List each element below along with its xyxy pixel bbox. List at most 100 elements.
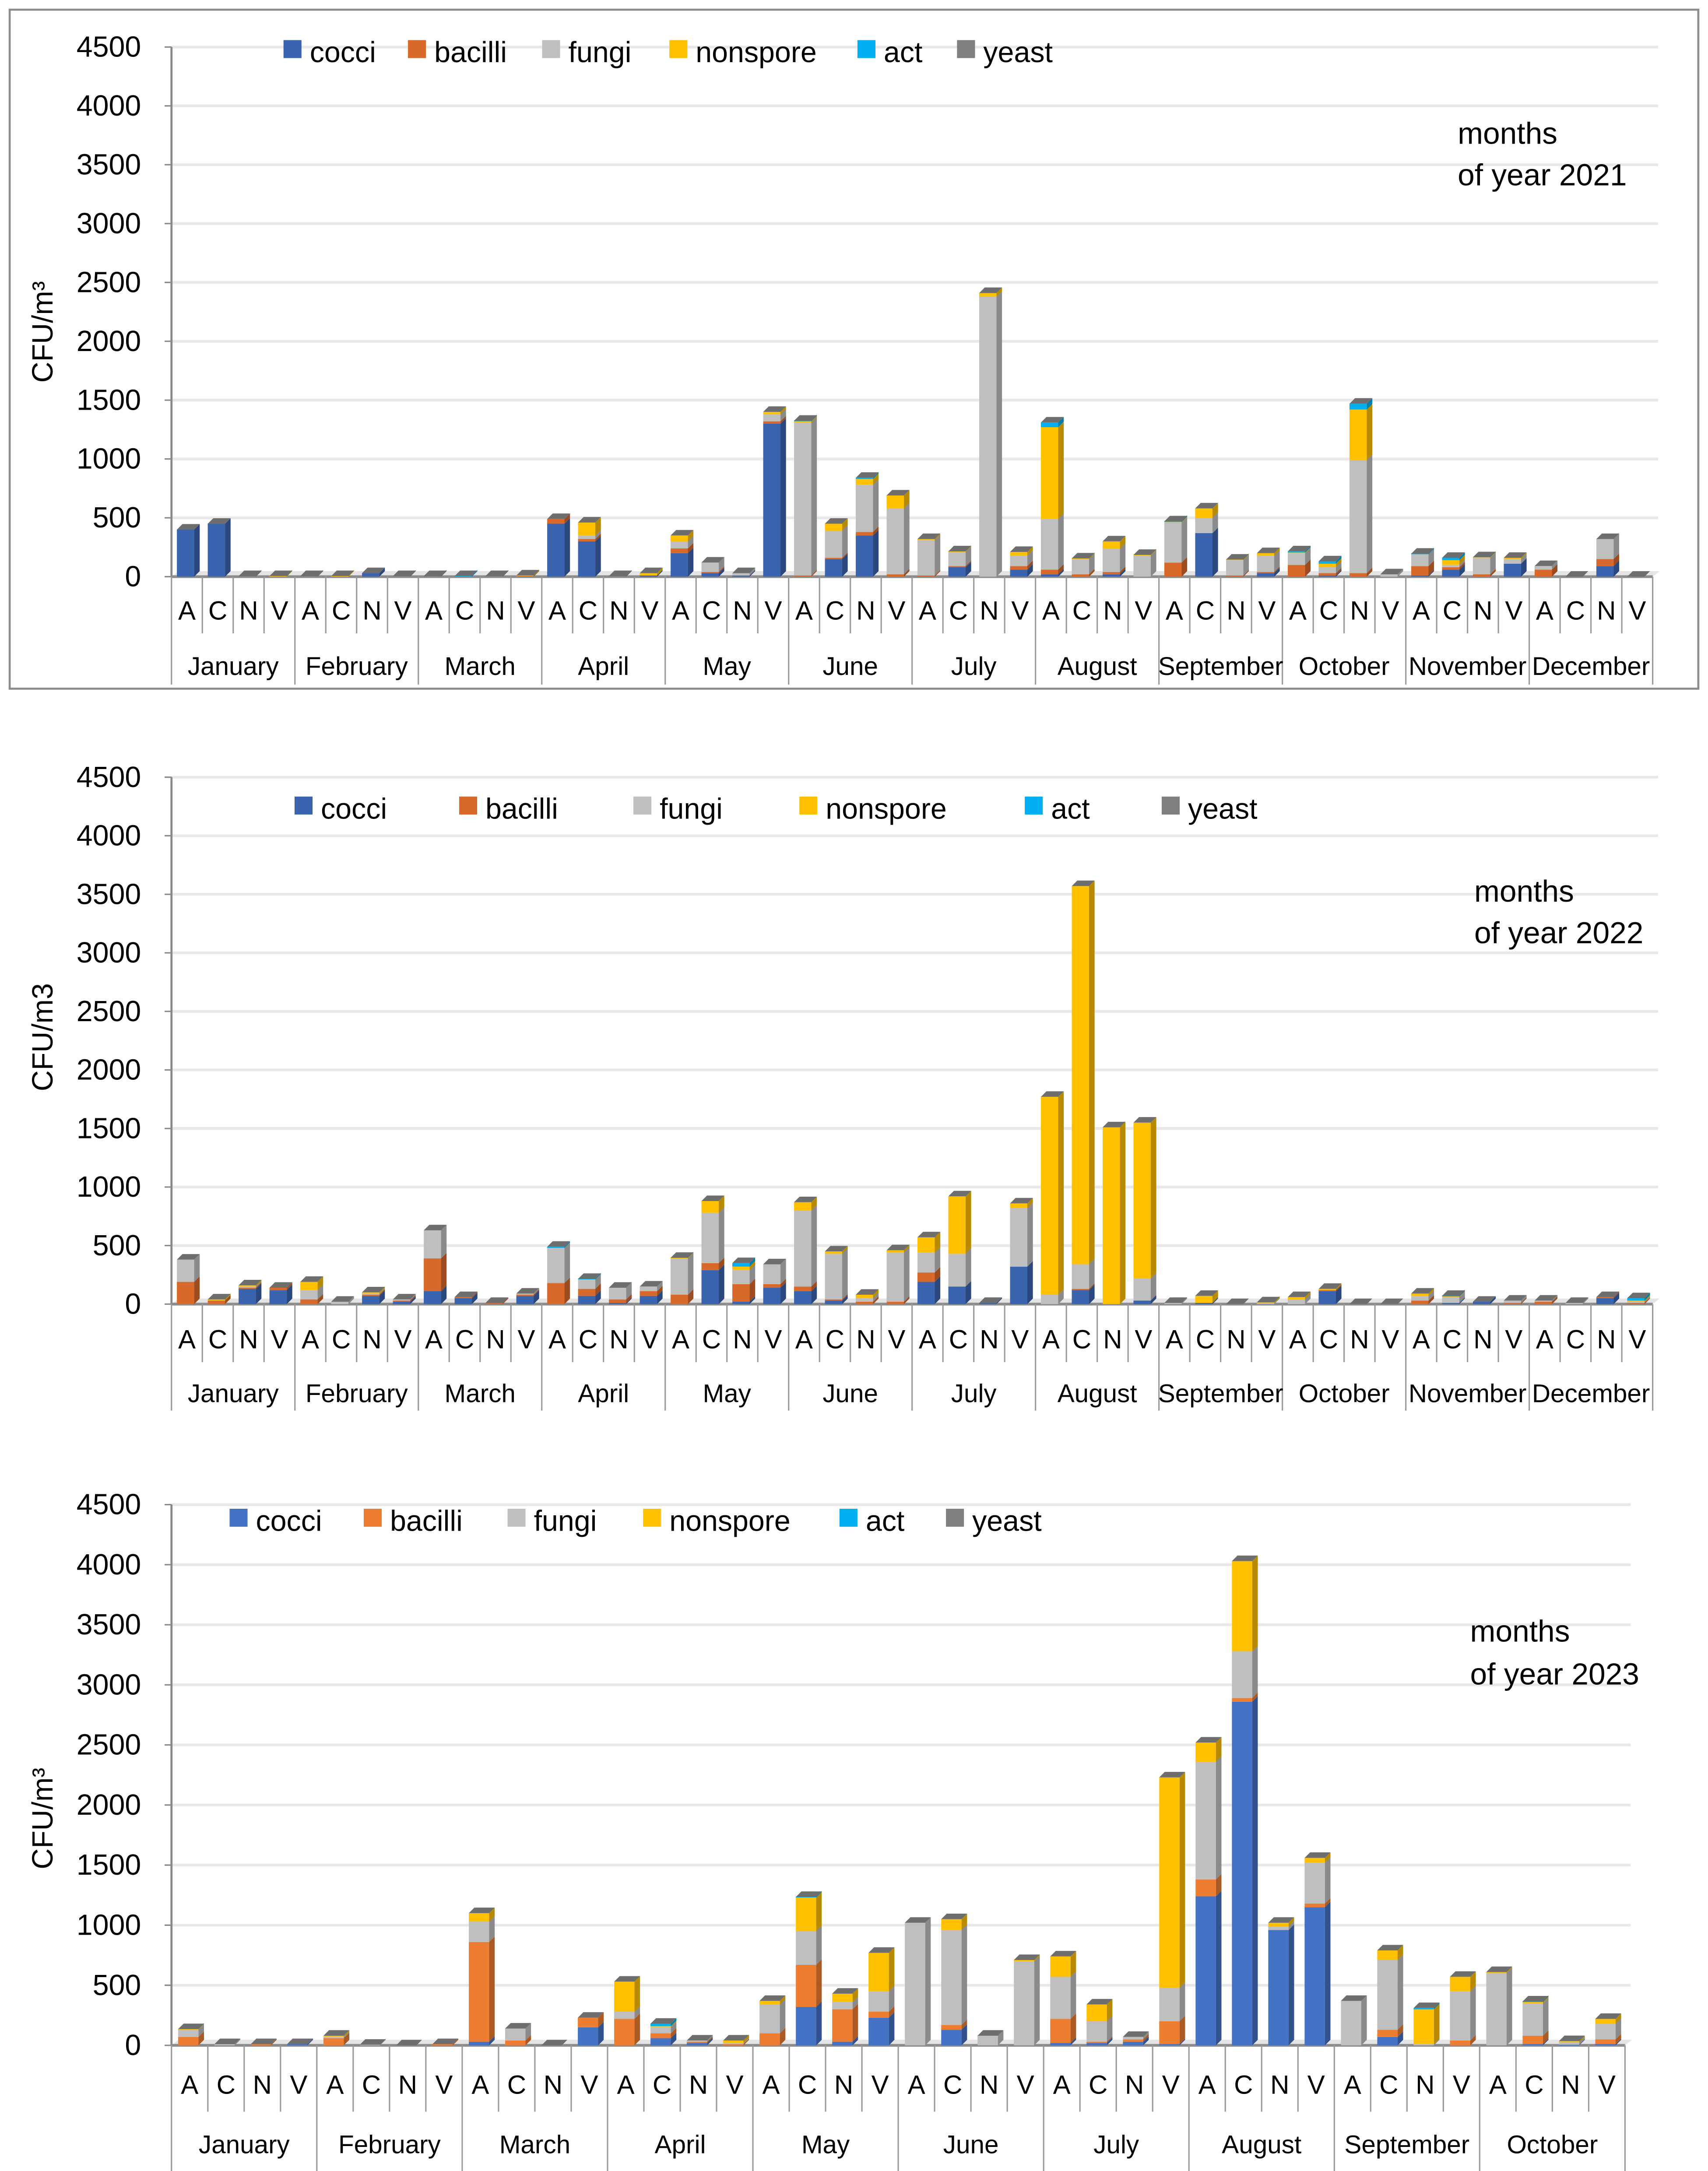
bar-segment-nonspore — [1318, 563, 1336, 567]
category-label: V — [1017, 2070, 1034, 2099]
bar-stack — [1565, 1297, 1589, 1304]
bar-top-cap — [396, 2040, 422, 2045]
bar-segment-bacilli — [578, 539, 596, 541]
bar-side-cocci — [1325, 1901, 1331, 2045]
bar-segment-cocci — [177, 529, 194, 577]
chart-2: 0 500 1000 1500 2000 2500 3000 3500 4000 4500 CFU/… — [27, 1489, 1639, 2171]
bar-side-cocci — [842, 553, 848, 577]
month-label: July — [951, 1380, 997, 1408]
bar-segment-nonspore — [941, 1919, 962, 1930]
bar-segment-nonspore — [1195, 1296, 1212, 1303]
bar-stack — [214, 2038, 241, 2045]
y-tick-label: 4500 — [77, 31, 141, 63]
bar-side-fungi — [1089, 553, 1095, 575]
bar-segment-fungi — [794, 1210, 812, 1287]
bar-side-bacilli — [344, 2032, 350, 2045]
bar-segment-nonspore — [732, 1266, 750, 1270]
bar-side-nonspore — [842, 1246, 848, 1254]
bar-segment-nonspore — [1442, 1296, 1459, 1297]
bar-side-fungi — [1150, 1272, 1156, 1301]
bar-top-cap — [1133, 549, 1156, 555]
bar-side-nonspore — [1150, 1117, 1156, 1279]
bar-side-nonspore — [1428, 1288, 1434, 1296]
bar-side-cocci — [1120, 569, 1126, 577]
bar-side-cocci — [1150, 1295, 1156, 1304]
bar-stack — [609, 1282, 632, 1304]
bar-segment-act — [1411, 553, 1429, 555]
bar-top-cap — [886, 490, 910, 495]
bar-segment-nonspore — [1559, 2041, 1579, 2043]
bar-segment-fungi — [856, 1298, 873, 1302]
bar-stack — [547, 513, 570, 577]
category-label: C — [949, 596, 968, 625]
bar-side-fungi — [1459, 1291, 1465, 1303]
y-tick-label: 2500 — [77, 1729, 141, 1761]
chart-0: 0 500 1000 1500 2000 2500 3000 3500 4000 4500 CFU/… — [27, 31, 1660, 685]
category-label: V — [1628, 596, 1646, 625]
legend-label-act: act — [866, 1505, 904, 1538]
bar-segment-nonspore — [1377, 1950, 1398, 1960]
month-label: January — [188, 1380, 279, 1408]
bar-segment-bacilli — [485, 1303, 503, 1304]
bar-side-cocci — [966, 562, 971, 577]
bar-side-nonspore — [1579, 2035, 1585, 2043]
bar-side-bacilli — [1216, 1874, 1222, 1897]
bar-top-cap — [723, 2035, 749, 2041]
category-label: A — [1166, 1325, 1183, 1354]
y-tick-label: 0 — [125, 2029, 141, 2062]
bar-stack — [723, 2035, 749, 2045]
y-tick-label: 3000 — [77, 207, 141, 240]
bar-segment-bacilli — [1534, 569, 1552, 577]
bar-segment-bacilli — [1596, 1297, 1614, 1299]
bar-top-cap — [614, 1976, 640, 1982]
bar-segment-yeast — [393, 575, 411, 577]
bar-stack — [868, 1947, 895, 2045]
bar-segment-bacilli — [917, 1272, 935, 1282]
category-label: V — [1505, 596, 1522, 625]
bar-stack — [1595, 2013, 1621, 2045]
bar-side-bacilli — [256, 1282, 262, 1289]
bar-segment-bacilli — [825, 558, 843, 559]
bar-segment-fungi — [763, 414, 781, 422]
bar-segment-nonspore — [917, 539, 935, 541]
category-label: A — [1198, 2070, 1216, 2099]
bar-segment-cocci — [393, 1302, 411, 1304]
bar-side-nonspore — [1521, 552, 1527, 559]
bar-side-fungi — [348, 1296, 354, 1304]
bar-segment-fungi — [1195, 1762, 1216, 1880]
bar-side-nonspore — [1089, 880, 1095, 1265]
bar-top-cap — [609, 1282, 632, 1288]
bar-stack — [424, 570, 447, 577]
bar-segment-fungi — [1349, 460, 1367, 573]
bar-side-bacilli — [780, 2027, 786, 2045]
category-label: A — [1166, 596, 1183, 625]
bar-segment-cocci — [424, 1291, 441, 1304]
bar-stack — [239, 1279, 262, 1304]
legend-swatch-nonspore — [669, 40, 688, 58]
bar-segment-fungi — [469, 1922, 489, 1942]
bar-segment-fungi — [1232, 1651, 1252, 1698]
legend-label-fungi: fungi — [534, 1505, 597, 1538]
bar-segment-fungi — [505, 2028, 526, 2041]
bar-top-cap — [856, 1289, 879, 1295]
category-label: C — [826, 596, 844, 625]
bar-segment-nonspore — [856, 479, 873, 485]
bar-side-bacilli — [904, 569, 910, 577]
bar-segment-bacilli — [1164, 562, 1182, 577]
bar-stack — [886, 1244, 910, 1304]
bar-segment-nonspore — [1504, 558, 1521, 559]
y-tick-label: 0 — [125, 1288, 141, 1321]
bar-segment-cocci — [948, 1286, 966, 1304]
bar-stack — [941, 1914, 967, 2045]
bar-segment-cocci — [547, 523, 565, 577]
bar-stack — [1014, 1954, 1040, 2045]
bar-segment-fungi — [1411, 554, 1429, 566]
category-label: V — [1162, 2070, 1180, 2099]
bar-stack — [1159, 1772, 1185, 2045]
bar-segment-nonspore — [825, 523, 843, 531]
bar-side-fungi — [1459, 559, 1465, 567]
bar-side-fungi — [780, 1999, 786, 2034]
bar-segment-bacilli — [1318, 1290, 1336, 1291]
bar-segment-cocci — [239, 1289, 256, 1304]
